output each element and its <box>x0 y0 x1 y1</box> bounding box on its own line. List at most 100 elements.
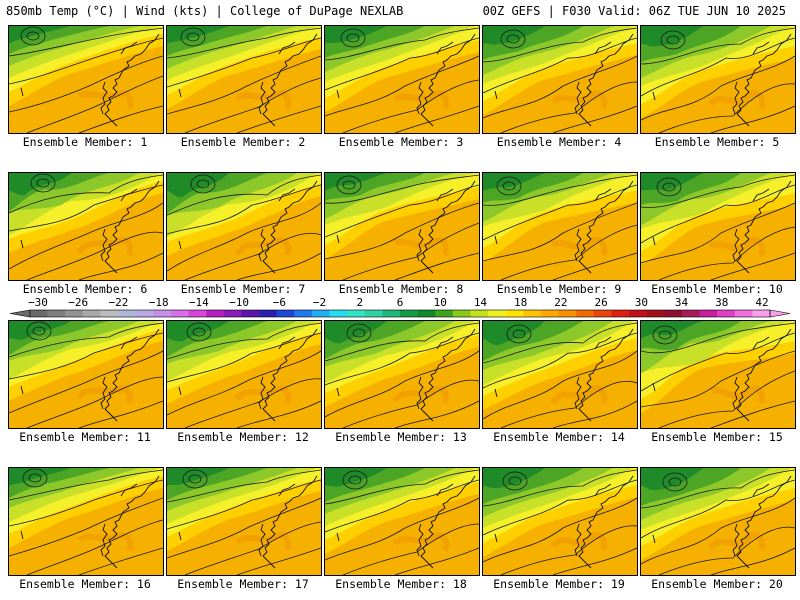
ensemble-member-map <box>482 320 638 429</box>
colorbar-segment <box>135 310 154 317</box>
colorbar-segment <box>558 310 577 317</box>
colorbar-tick-label: 14 <box>474 296 488 309</box>
ensemble-member-map <box>640 25 796 134</box>
ensemble-member-label: Ensemble Member: 1 <box>22 135 148 149</box>
ensemble-member-label: Ensemble Member: 10 <box>651 282 783 296</box>
ensemble-member-map <box>324 467 480 576</box>
colorbar-tick-label: −14 <box>189 296 209 309</box>
colorbar-tick-label: −26 <box>68 296 88 309</box>
colorbar-segment <box>734 310 753 317</box>
ensemble-member-label: Ensemble Member: 9 <box>496 282 622 296</box>
colorbar-tick-label: 38 <box>715 296 728 309</box>
colorbar-tick-label: −22 <box>109 296 129 309</box>
ensemble-member-map <box>166 320 322 429</box>
ensemble-member-label: Ensemble Member: 7 <box>180 282 306 296</box>
colorbar-segment <box>452 310 471 317</box>
colorbar-tick-label: 30 <box>635 296 648 309</box>
colorbar-segment <box>329 310 348 317</box>
temperature-colorbar: −30 −26 −22 −18 −14 −10 −6 −2 2 6 10 14 18 22 26 30 34 38… <box>9 296 791 318</box>
ensemble-member-label: Ensemble Member: 6 <box>22 282 148 296</box>
colorbar-segment <box>382 310 401 317</box>
colorbar-outline <box>29 309 771 318</box>
ensemble-member-map <box>324 25 480 134</box>
ensemble-member-label: Ensemble Member: 2 <box>180 135 306 149</box>
colorbar-segment <box>294 310 313 317</box>
colorbar-segment <box>435 310 454 317</box>
colorbar-segment <box>664 310 683 317</box>
colorbar-segment <box>629 310 647 317</box>
colorbar-segment <box>241 310 260 317</box>
colorbar-segment <box>488 310 507 317</box>
ensemble-member-map <box>482 467 638 576</box>
colorbar-arrow-left <box>9 309 31 318</box>
colorbar-tick-label: 18 <box>514 296 527 309</box>
ensemble-member-map <box>166 467 322 576</box>
ensemble-member-map <box>324 320 480 429</box>
ensemble-member-map <box>8 25 164 134</box>
colorbar-segment <box>206 310 225 317</box>
colorbar-segment <box>153 310 172 317</box>
colorbar-segment <box>311 310 330 317</box>
ensemble-member-label: Ensemble Member: 12 <box>177 430 309 444</box>
colorbar-segment <box>717 310 736 317</box>
colorbar-tick-label: −2 <box>313 296 326 309</box>
ensemble-member-label: Ensemble Member: 19 <box>493 577 625 591</box>
colorbar-segment <box>540 310 559 317</box>
colorbar-segment <box>259 310 277 317</box>
ensemble-member-map <box>640 320 796 429</box>
colorbar-tick-label: −6 <box>273 296 286 309</box>
ensemble-member-map <box>8 467 164 576</box>
colorbar-tick-label: −18 <box>149 296 169 309</box>
header-title-right: 00Z GEFS | F030 Valid: 06Z TUE JUN 10 20… <box>482 4 786 18</box>
colorbar-segment <box>276 310 295 317</box>
ensemble-member-label: Ensemble Member: 11 <box>19 430 151 444</box>
ensemble-member-label: Ensemble Member: 3 <box>338 135 464 149</box>
colorbar-segment <box>347 310 366 317</box>
ensemble-member-label: Ensemble Member: 15 <box>651 430 783 444</box>
colorbar-segment <box>523 310 542 317</box>
header-title-left: 850mb Temp (°C) | Wind (kts) | College o… <box>6 4 404 18</box>
colorbar-tick-label: 10 <box>434 296 447 309</box>
colorbar-tick-label: 22 <box>554 296 567 309</box>
colorbar-segment <box>65 310 84 317</box>
colorbar-segment <box>752 310 771 317</box>
colorbar-segment <box>82 310 101 317</box>
ensemble-member-map <box>640 467 796 576</box>
colorbar-segment <box>611 310 630 317</box>
colorbar-segment <box>188 310 207 317</box>
ensemble-member-label: Ensemble Member: 17 <box>177 577 309 591</box>
ensemble-member-map <box>482 25 638 134</box>
ensemble-member-map <box>8 172 164 281</box>
colorbar-tick-label: 26 <box>594 296 607 309</box>
colorbar-segment <box>47 310 66 317</box>
colorbar-tick-label: −10 <box>229 296 249 309</box>
colorbar-segment <box>223 310 242 317</box>
colorbar-tick-label: 42 <box>755 296 768 309</box>
colorbar-tick-label: 2 <box>356 296 363 309</box>
colorbar-segment <box>593 310 612 317</box>
ensemble-member-label: Ensemble Member: 20 <box>651 577 783 591</box>
colorbar-segment <box>100 310 119 317</box>
colorbar-segment <box>364 310 383 317</box>
colorbar-segment <box>118 310 137 317</box>
ensemble-member-map <box>8 320 164 429</box>
ensemble-member-map <box>324 172 480 281</box>
colorbar-tick-label: −30 <box>28 296 48 309</box>
ensemble-member-label: Ensemble Member: 14 <box>493 430 625 444</box>
ensemble-member-label: Ensemble Member: 13 <box>335 430 467 444</box>
colorbar-segment <box>417 310 436 317</box>
colorbar-segment <box>646 310 665 317</box>
ensemble-member-map <box>166 25 322 134</box>
colorbar-tick-label: 6 <box>397 296 404 309</box>
colorbar-segment <box>470 310 489 317</box>
ensemble-member-label: Ensemble Member: 16 <box>19 577 151 591</box>
ensemble-member-label: Ensemble Member: 18 <box>335 577 467 591</box>
colorbar-segment <box>30 310 48 317</box>
colorbar-segment <box>400 310 418 317</box>
ensemble-member-label: Ensemble Member: 8 <box>338 282 464 296</box>
ensemble-member-map <box>482 172 638 281</box>
colorbar-segment <box>681 310 700 317</box>
colorbar-arrow-right <box>769 309 791 318</box>
colorbar-segment <box>699 310 718 317</box>
colorbar-tick-label: 34 <box>675 296 689 309</box>
